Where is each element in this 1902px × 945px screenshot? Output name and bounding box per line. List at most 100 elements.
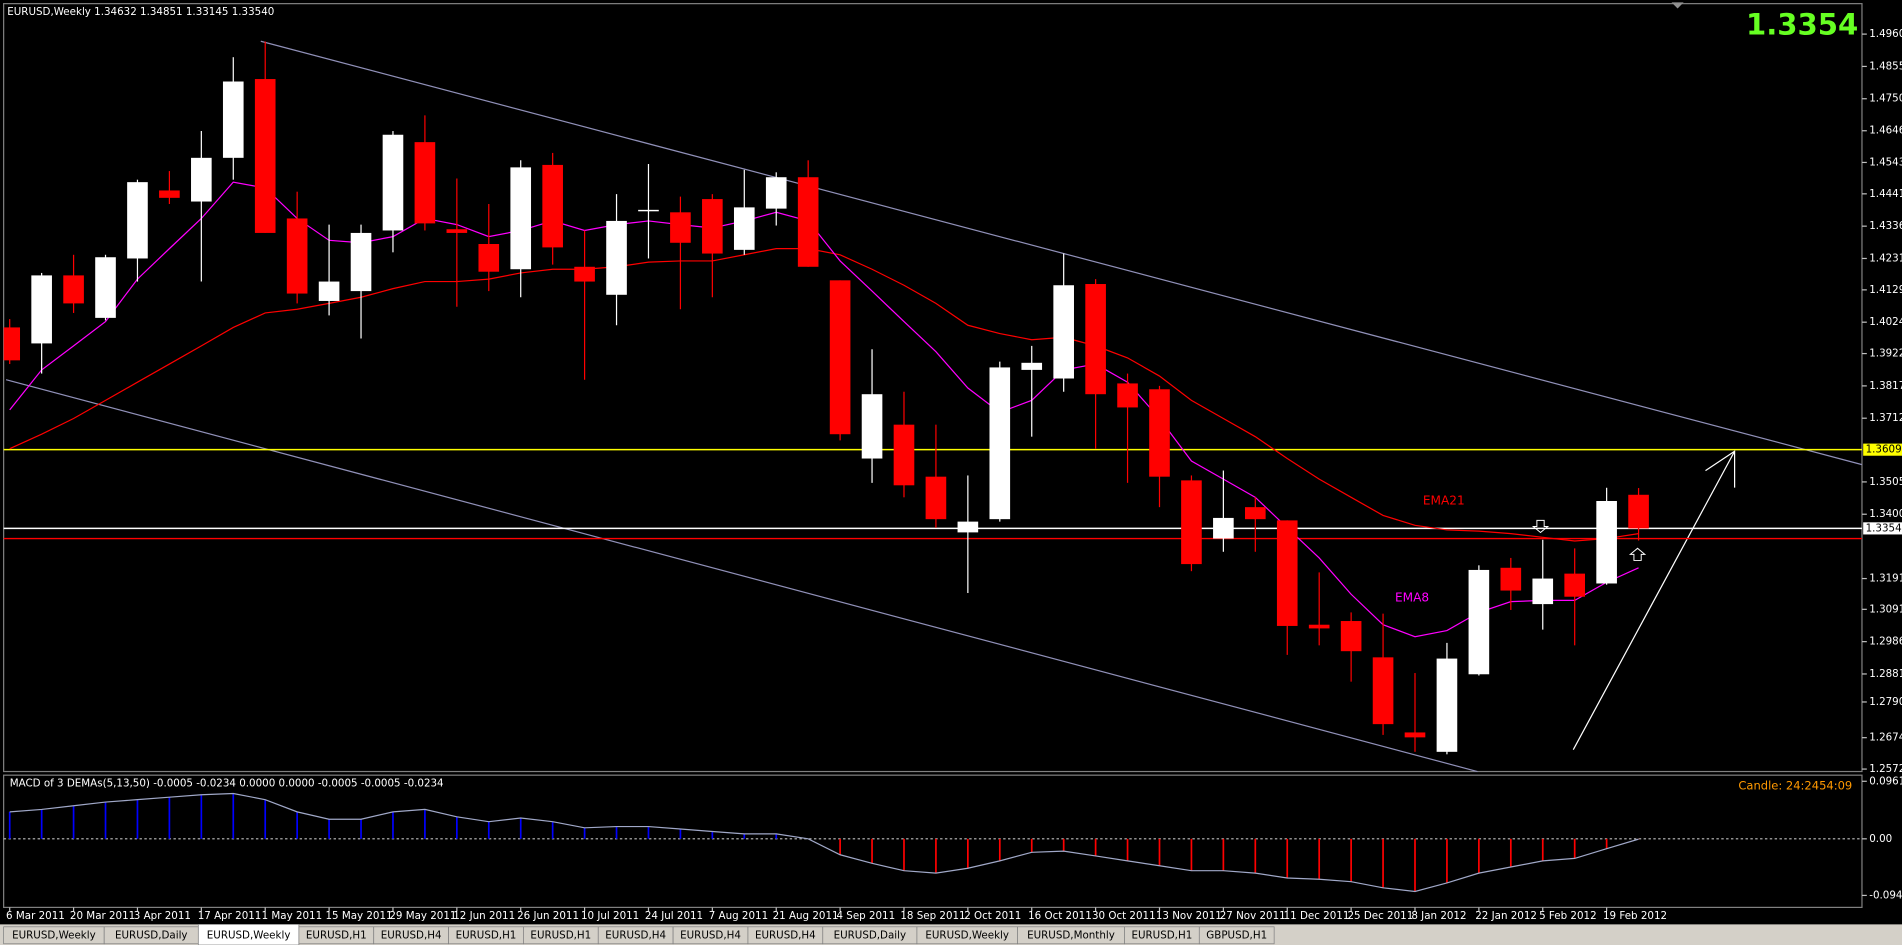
y-tick-label: 0.00	[1869, 833, 1892, 845]
x-tick-label: 1 May 2011	[262, 910, 323, 922]
ema-line	[9, 181, 1639, 638]
candle-body	[350, 232, 372, 292]
price-label: 1.33540	[1866, 522, 1902, 534]
y-tick-label: 1.31910	[1869, 573, 1902, 585]
channel-lower	[5, 379, 1478, 773]
price-label-box	[1863, 522, 1902, 535]
x-tick-label: 11 Dec 2011	[1284, 910, 1350, 922]
candle-body	[318, 281, 340, 301]
x-tick-label: 2 Oct 2011	[964, 910, 1021, 922]
candle-body	[159, 190, 180, 198]
down-arrow	[1531, 519, 1550, 534]
candle-body	[861, 394, 883, 459]
x-tick-label: 6 Mar 2011	[6, 910, 65, 922]
macd-frame	[3, 774, 1863, 909]
ema-line	[9, 248, 1639, 542]
candle-body	[1149, 389, 1170, 477]
macd-title: MACD of 3 DEMAs(5,13,50) -0.0005 -0.0234…	[10, 778, 444, 790]
tab-label[interactable]: EURUSD,Weekly	[12, 929, 96, 941]
candle-body	[1436, 658, 1458, 752]
candle-body	[542, 164, 563, 248]
tab-label[interactable]: EURUSD,H1	[306, 929, 367, 941]
candle-body	[1404, 732, 1426, 738]
tab-label[interactable]: EURUSD,H4	[381, 929, 442, 941]
candle-body	[1244, 507, 1266, 520]
candle-body	[574, 266, 595, 282]
candle-body	[1276, 520, 1298, 626]
candle-body	[222, 81, 244, 158]
y-tick-label: 1.34000	[1869, 508, 1902, 520]
y-tick-label: 0.0961	[1869, 775, 1902, 787]
candle-body	[1468, 569, 1490, 675]
y-tick-label: 1.37120	[1869, 412, 1902, 424]
x-tick-label: 22 Jan 2012	[1475, 910, 1537, 922]
tab-label[interactable]: EURUSD,Weekly	[925, 929, 1009, 941]
x-tick-label: 7 Aug 2011	[709, 910, 768, 922]
ema-label: EMA8	[1395, 591, 1429, 605]
tab-label[interactable]: EURUSD,H1	[1131, 929, 1192, 941]
candle-body	[797, 177, 819, 267]
candle-body	[1213, 517, 1234, 539]
candle-body	[510, 167, 532, 270]
tab-label[interactable]: EURUSD,H4	[680, 929, 741, 941]
ema-label: EMA21	[1423, 494, 1465, 508]
x-tick-label: 18 Sep 2011	[900, 910, 965, 922]
tab-label[interactable]: EURUSD,Weekly	[207, 929, 291, 941]
candle-body	[670, 212, 691, 243]
scroll-marker	[1671, 2, 1684, 9]
x-tick-label: 10 Jul 2011	[581, 910, 639, 922]
y-tick-label: 1.35050	[1869, 476, 1902, 488]
x-tick-label: 16 Oct 2011	[1028, 910, 1092, 922]
tab-label[interactable]: EURUSD,H1	[530, 929, 591, 941]
candle-body	[765, 177, 787, 209]
y-tick-label: -0.0945	[1869, 889, 1902, 901]
candle-body	[127, 182, 148, 259]
x-tick-label: 20 Mar 2011	[70, 910, 135, 922]
candle-body	[989, 367, 1011, 520]
candle-body	[446, 229, 468, 233]
candle-body	[31, 275, 52, 344]
candle-timer: Candle: 24:2454:09	[1738, 779, 1852, 793]
candle-body	[3, 327, 21, 361]
candle-body	[286, 218, 308, 294]
chart-title: EURUSD,Weekly 1.34632 1.34851 1.33145 1.…	[7, 6, 274, 18]
x-tick-label: 24 Jul 2011	[645, 910, 703, 922]
candle-body	[957, 521, 979, 533]
x-tick-label: 29 May 2011	[389, 910, 456, 922]
candle-body	[1372, 657, 1394, 725]
candle-body	[733, 207, 755, 250]
y-tick-label: 1.28810	[1869, 668, 1902, 680]
x-tick-label: 27 Nov 2011	[1220, 910, 1286, 922]
y-tick-label: 1.46460	[1869, 125, 1902, 137]
tab[interactable]	[1198, 926, 1275, 945]
y-tick-label: 1.49600	[1869, 28, 1902, 40]
x-tick-label: 8 Jan 2012	[1411, 910, 1466, 922]
candle-body	[414, 142, 436, 224]
candle-body	[1340, 621, 1362, 652]
y-tick-label: 1.47500	[1869, 93, 1902, 105]
candle-body	[1117, 383, 1138, 408]
x-tick-label: 21 Aug 2011	[773, 910, 839, 922]
tab-label[interactable]: EURUSD,H4	[605, 929, 666, 941]
candle-body	[478, 244, 500, 272]
x-tick-label: 3 Apr 2011	[134, 910, 191, 922]
x-tick-label: 17 Apr 2011	[198, 910, 262, 922]
tab-label[interactable]: EURUSD,H1	[456, 929, 517, 941]
y-tick-label: 1.44410	[1869, 188, 1902, 200]
channel-upper	[260, 40, 1863, 466]
tab-label[interactable]: EURUSD,Daily	[834, 929, 907, 941]
tab-label[interactable]: EURUSD,H4	[755, 929, 816, 941]
x-tick-label: 25 Dec 2011	[1347, 910, 1413, 922]
x-tick-label: 13 Nov 2011	[1156, 910, 1222, 922]
candle-body	[191, 157, 212, 202]
candle-body	[1500, 567, 1522, 591]
x-tick-label: 30 Oct 2011	[1092, 910, 1156, 922]
candle-body	[702, 199, 723, 254]
candle-body	[893, 424, 915, 486]
candle-body	[382, 134, 404, 231]
tab-label[interactable]: GBPUSD,H1	[1206, 929, 1267, 941]
tab-label[interactable]: EURUSD,Monthly	[1027, 929, 1115, 941]
tab-label[interactable]: EURUSD,Daily	[115, 929, 188, 941]
